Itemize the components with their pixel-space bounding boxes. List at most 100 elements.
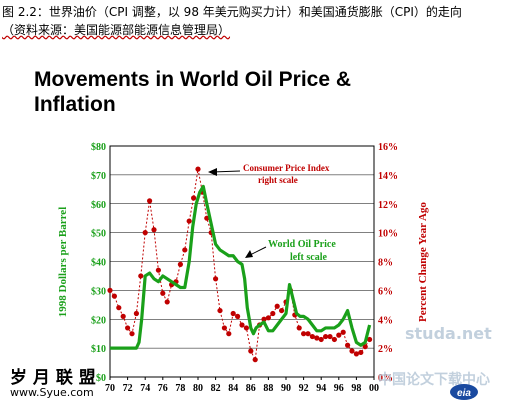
studa-watermark: studa.net xyxy=(405,324,492,343)
cpi-data-point xyxy=(323,333,329,340)
y-left-tick: $20 xyxy=(91,315,106,326)
y-left-tick: $80 xyxy=(91,142,106,153)
oil-annotation-scale: left scale xyxy=(290,252,327,263)
y-right-tick: 6% xyxy=(378,286,393,297)
series-layer xyxy=(107,166,373,363)
cpi-data-point xyxy=(318,336,324,343)
cpi-data-point xyxy=(305,331,311,337)
chart-title-line1: Movements in World Oil Price & xyxy=(34,68,351,91)
y-left-tick: $0 xyxy=(96,373,106,384)
cpi-data-point xyxy=(120,313,126,319)
cpi-data-point xyxy=(331,336,337,343)
cpi-data-point xyxy=(349,348,355,354)
oil-arrow-head xyxy=(245,250,253,258)
y-right-tick: 14% xyxy=(378,171,398,182)
y-right-tick: 2% xyxy=(378,344,393,355)
y-axis-left-title: 1998 Dollars per Barrel xyxy=(57,207,69,318)
x-tick: 92 xyxy=(299,383,309,394)
y-left-tick: $10 xyxy=(91,344,106,355)
cpi-data-point xyxy=(235,313,241,319)
x-tick: 70 xyxy=(105,383,115,394)
x-axis-ticks: 70 72 74 76 78 80 82 84 86 88 90 92 94 9… xyxy=(105,383,379,394)
cpi-data-point xyxy=(353,351,359,357)
y-left-tick: $30 xyxy=(91,286,106,297)
site-name-watermark: 岁 月 联 盟 xyxy=(10,367,96,388)
oil-annotation-title: World Oil Price xyxy=(268,239,336,250)
x-tick: 88 xyxy=(263,383,273,394)
cpi-data-point xyxy=(367,336,373,343)
cpi-data-point xyxy=(213,276,219,282)
cpi-data-point xyxy=(274,303,280,309)
x-tick: 90 xyxy=(281,383,291,394)
cpi-data-point xyxy=(107,287,113,293)
cpi-data-point xyxy=(248,348,254,354)
cpi-data-point xyxy=(340,329,346,335)
cpi-data-point xyxy=(186,218,192,224)
cpi-data-point xyxy=(142,230,148,236)
chart-title-line2: Inflation xyxy=(34,93,116,116)
cpi-data-point xyxy=(270,310,276,317)
cpi-data-point xyxy=(177,261,183,267)
x-tick: 84 xyxy=(228,383,238,394)
cpi-data-point xyxy=(358,349,364,356)
x-tick: 74 xyxy=(140,383,150,394)
y-left-tick: $50 xyxy=(91,229,106,240)
cpi-data-point xyxy=(116,305,122,311)
x-tick: 78 xyxy=(175,383,185,394)
y-axis-left-ticks: $0 $10 $20 $30 $40 $50 $60 $70 $80 xyxy=(91,142,106,384)
x-tick: 72 xyxy=(123,383,133,394)
cpi-data-point xyxy=(217,307,223,314)
cpi-data-point xyxy=(133,310,139,317)
y-right-tick: 4% xyxy=(378,315,393,326)
cpi-data-point xyxy=(182,247,188,253)
cpi-annotation-title: Consumer Price Index xyxy=(243,163,330,173)
x-tick: 82 xyxy=(211,383,221,394)
x-tick: 98 xyxy=(351,383,361,394)
cpi-data-point xyxy=(226,331,232,337)
cpi-data-point xyxy=(362,344,368,350)
cpi-data-point xyxy=(138,273,144,279)
cpi-data-point xyxy=(345,342,351,348)
y-right-tick: 0% xyxy=(378,373,393,384)
cpi-data-point xyxy=(125,325,131,331)
cpi-data-point xyxy=(164,299,170,305)
y-left-tick: $70 xyxy=(91,171,106,182)
eia-logo xyxy=(450,384,478,400)
y-right-tick: 8% xyxy=(378,258,393,269)
cpi-data-point xyxy=(239,322,245,328)
cpi-data-point xyxy=(265,315,271,321)
x-tick: 94 xyxy=(316,383,326,394)
cpi-arrow-head xyxy=(208,168,217,176)
cpi-data-point xyxy=(252,357,258,363)
oil-price-series-line xyxy=(110,184,372,350)
cpi-data-point xyxy=(195,166,201,172)
cpi-data-point xyxy=(296,325,302,331)
cpi-data-point xyxy=(151,227,157,233)
source-caption: （资料来源：美国能源部能源信息管理局） xyxy=(2,23,231,37)
cpi-data-point xyxy=(191,195,197,201)
cpi-annotation-scale: right scale xyxy=(258,175,298,185)
y-right-tick: 12% xyxy=(378,200,398,211)
y-right-tick: 10% xyxy=(378,229,398,240)
cpi-data-point xyxy=(129,331,135,337)
y-right-tick: 16% xyxy=(378,142,398,153)
site-url-watermark: www.Syue.com xyxy=(10,386,94,399)
figure-caption: 图 2.2：世界油价（CPI 调整，以 98 年美元购买力计）和美国通货膨胀（C… xyxy=(2,5,462,19)
cpi-data-point xyxy=(314,335,320,341)
download-center-watermark: 中国论文下载中心 xyxy=(378,371,490,388)
cpi-data-point xyxy=(301,331,307,337)
cpi-data-point xyxy=(221,325,227,331)
cpi-data-point xyxy=(230,310,236,317)
x-tick-marks xyxy=(109,377,375,380)
cpi-data-point xyxy=(279,307,285,314)
cpi-data-point xyxy=(155,267,161,273)
cpi-data-point xyxy=(261,316,267,322)
x-tick: 76 xyxy=(158,383,168,394)
eia-logo-text: eia xyxy=(457,388,471,399)
x-tick: 80 xyxy=(193,383,203,394)
cpi-data-point xyxy=(243,325,249,331)
cpi-data-point xyxy=(147,198,153,204)
cpi-data-point xyxy=(160,290,166,296)
cpi-data-point xyxy=(309,333,315,340)
